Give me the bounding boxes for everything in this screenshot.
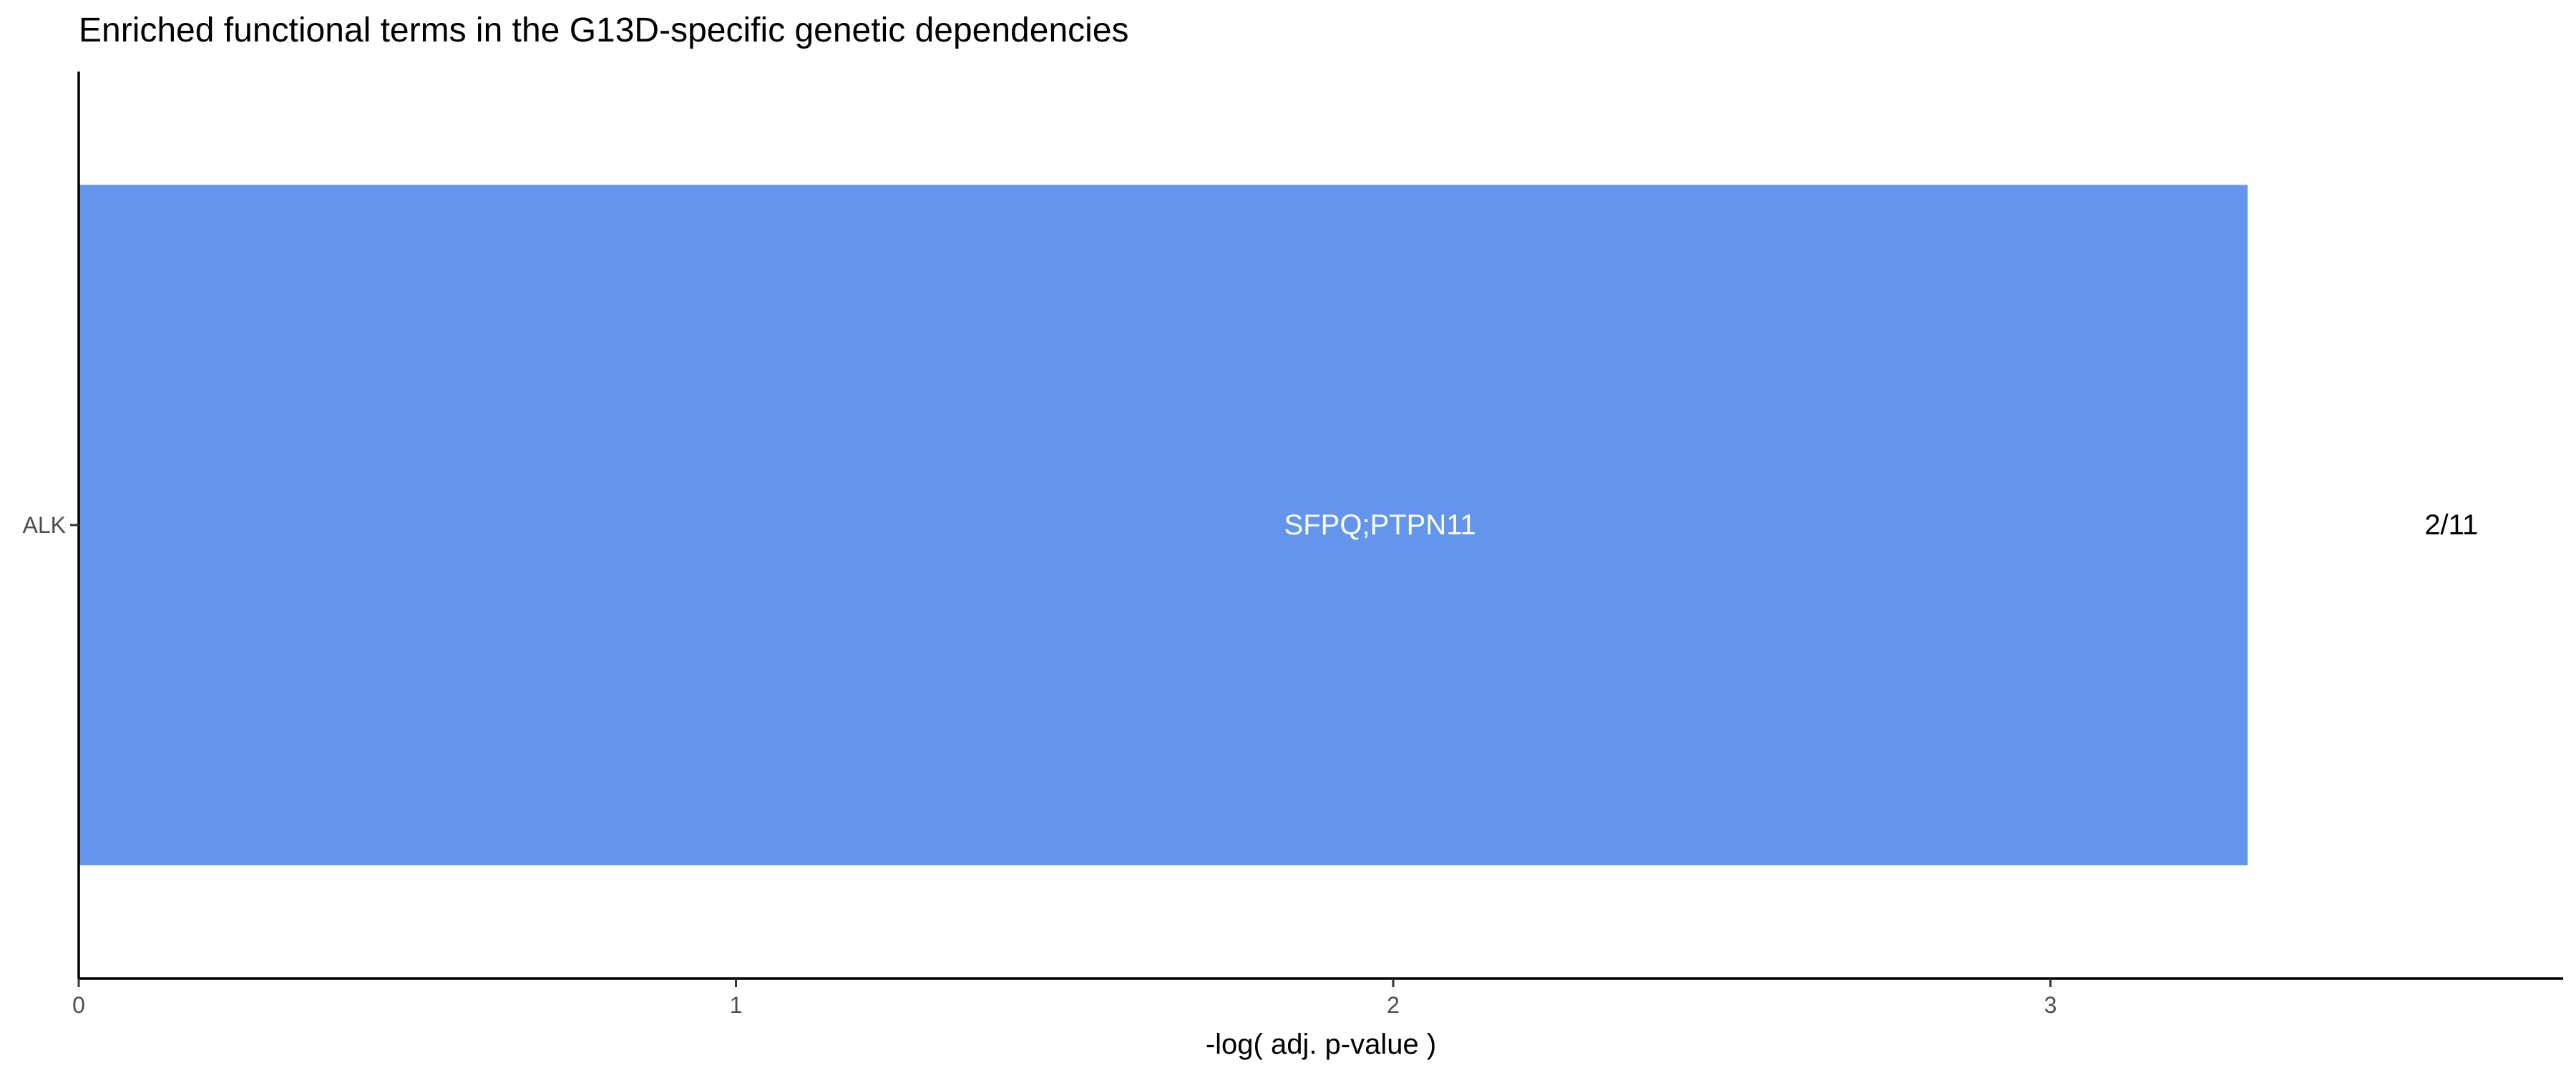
plot-area: SFPQ;PTPN11 2/11: [79, 185, 2478, 866]
x-axis-title: -log( adj. p-value ): [1206, 1029, 1436, 1060]
chart-title: Enriched functional terms in the G13D-sp…: [79, 11, 1129, 49]
x-tick-label: 3: [2044, 992, 2057, 1018]
gene-ratio-label: 2/11: [2424, 509, 2478, 541]
x-axis-ticks: 0 1 2 3: [72, 979, 2057, 1018]
x-tick-label: 1: [730, 992, 743, 1018]
bar: [79, 185, 2248, 866]
y-tick-label: ALK: [23, 512, 66, 538]
x-tick-label: 0: [72, 992, 85, 1018]
bar-gene-label: SFPQ;PTPN11: [1284, 509, 1476, 541]
y-axis-ticks: ALK: [23, 512, 79, 538]
x-tick-label: 2: [1387, 992, 1400, 1018]
